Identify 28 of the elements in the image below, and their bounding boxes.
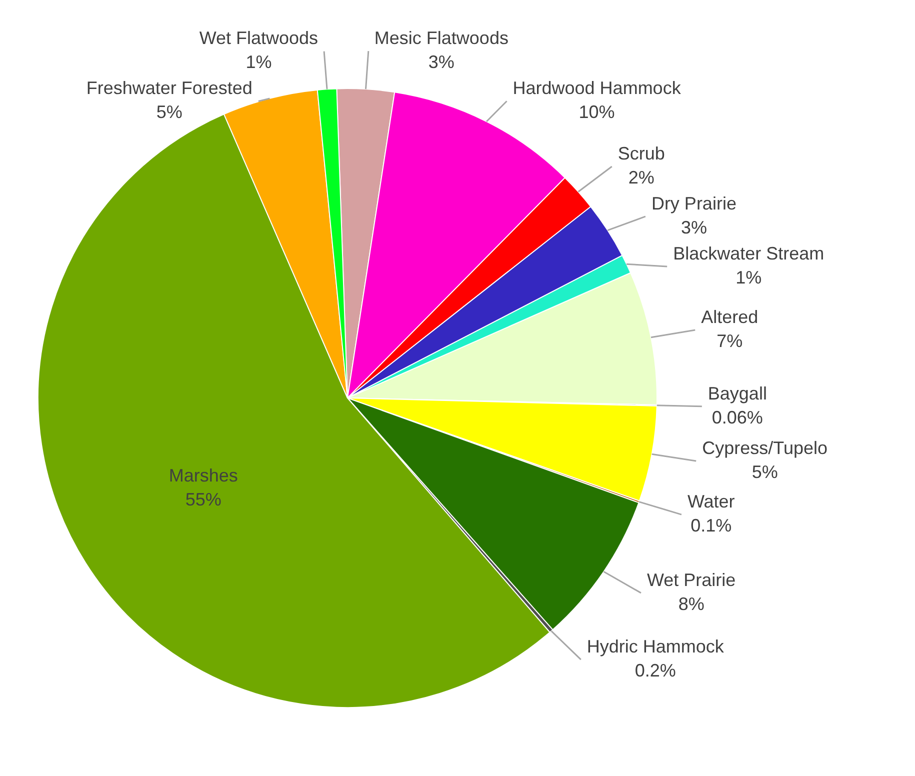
data-label: 3% — [428, 52, 454, 72]
data-label: 2% — [628, 167, 654, 188]
slice-label: Cypress/Tupelo — [702, 438, 828, 458]
slice-label: Blackwater Stream — [673, 243, 824, 264]
data-label: 10% — [578, 102, 615, 122]
slice-label: Scrub — [618, 143, 665, 164]
slice-label: Baygall — [708, 383, 767, 404]
slice-label: Wet Prairie — [646, 570, 736, 590]
data-label: 0.06% — [712, 407, 763, 428]
slice-label: Dry Prairie — [651, 193, 736, 214]
data-label: 1% — [736, 267, 762, 288]
data-label: 1% — [246, 52, 272, 72]
slice-label: Hydric Hammock — [586, 636, 725, 657]
data-label: 0.1% — [690, 516, 732, 536]
data-label: 8% — [678, 594, 704, 614]
data-label: 3% — [680, 217, 707, 238]
data-label: 5% — [752, 462, 778, 482]
slice-label: Marshes — [168, 466, 238, 486]
slice-label: Mesic Flatwoods — [374, 28, 508, 48]
slice-label: Hardwood Hammock — [512, 78, 682, 98]
slice-label: Freshwater Forested — [86, 78, 252, 98]
data-label: 5% — [156, 102, 182, 122]
slice-label: Water — [687, 492, 735, 512]
data-label: 55% — [185, 490, 222, 510]
slice-label: Wet Flatwoods — [199, 28, 318, 48]
data-label: 7% — [716, 330, 743, 351]
data-label: 0.2% — [634, 660, 676, 681]
slice-label: Altered — [701, 306, 758, 327]
